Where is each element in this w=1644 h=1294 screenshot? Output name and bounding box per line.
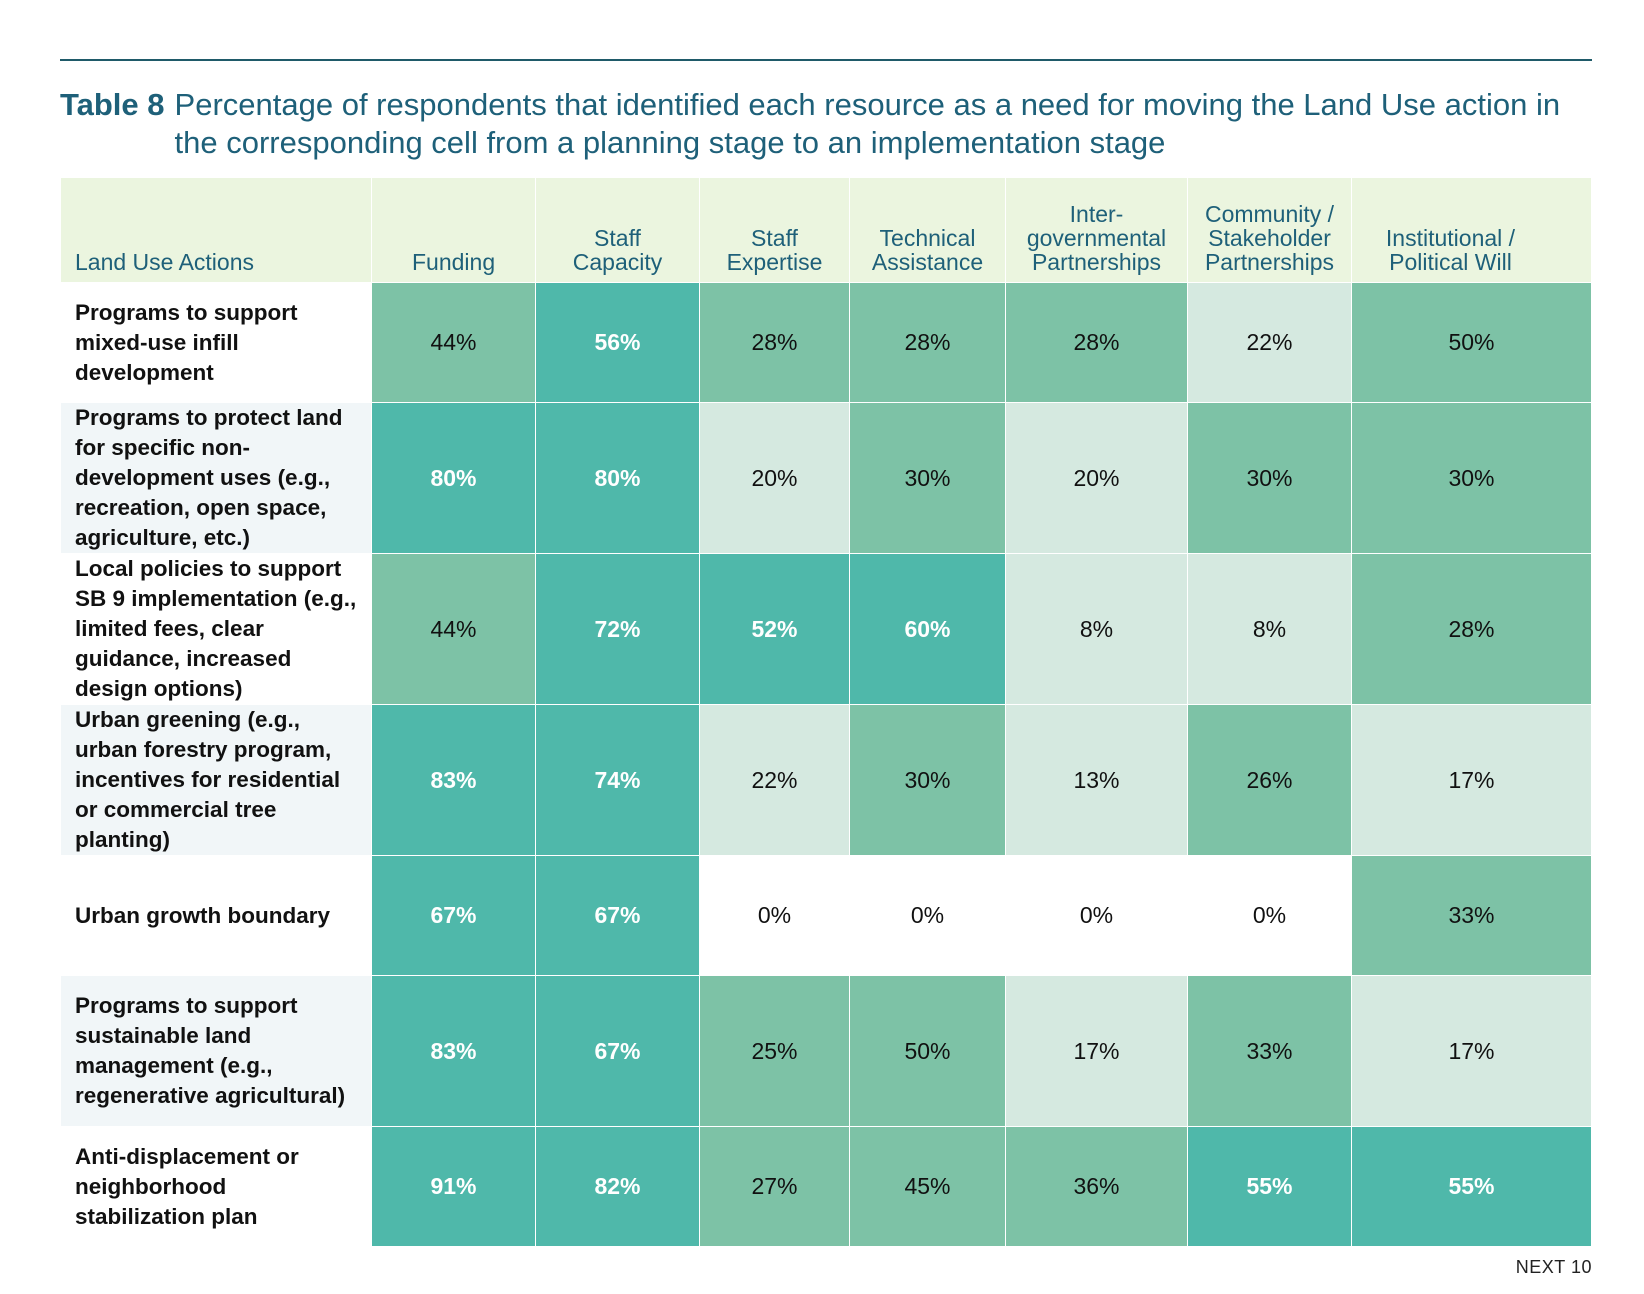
column-header-intergovernmental-partnerships: Inter-governmental Partnerships bbox=[1005, 177, 1188, 283]
table-cell: 28% bbox=[1005, 282, 1188, 403]
table-cell: 72% bbox=[535, 553, 700, 705]
table-cell: 83% bbox=[371, 704, 536, 856]
table-row: Programs to protect land for specific no… bbox=[60, 402, 1592, 554]
table-cell: 22% bbox=[1187, 282, 1352, 403]
table-cell: 91% bbox=[371, 1126, 536, 1247]
table-cell: 30% bbox=[849, 704, 1006, 856]
table-cell: 17% bbox=[1005, 975, 1188, 1127]
table-cell: 55% bbox=[1187, 1126, 1352, 1247]
table-cell: 28% bbox=[699, 282, 850, 403]
publisher-page-note: NEXT 10 bbox=[1515, 1257, 1592, 1277]
table-cell: 8% bbox=[1187, 553, 1352, 705]
table-cell: 80% bbox=[535, 402, 700, 554]
table-cell: 50% bbox=[1351, 282, 1592, 403]
table-row: Programs to support sustainable land man… bbox=[60, 975, 1592, 1127]
table-caption: Table 8 Percentage of respondents that i… bbox=[60, 86, 1590, 162]
table-cell: 26% bbox=[1187, 704, 1352, 856]
table-cell: 56% bbox=[535, 282, 700, 403]
table-cell: 30% bbox=[1187, 402, 1352, 554]
table-cell: 55% bbox=[1351, 1126, 1592, 1247]
table-cell: 20% bbox=[1005, 402, 1188, 554]
table-cell: 82% bbox=[535, 1126, 700, 1247]
column-header-community-stakeholder-partnerships: Community / Stakeholder Partnerships bbox=[1187, 177, 1352, 283]
table-cell: 33% bbox=[1187, 975, 1352, 1127]
table-cell: 50% bbox=[849, 975, 1006, 1127]
row-label: Anti-displacement or neighborhood stabil… bbox=[60, 1126, 372, 1247]
table-cell: 60% bbox=[849, 553, 1006, 705]
table-cell: 80% bbox=[371, 402, 536, 554]
table-cell: 17% bbox=[1351, 975, 1592, 1127]
table-cell: 28% bbox=[849, 282, 1006, 403]
table-row: Anti-displacement or neighborhood stabil… bbox=[60, 1126, 1592, 1247]
column-header-staff-expertise: Staff Expertise bbox=[699, 177, 850, 283]
table-cell: 45% bbox=[849, 1126, 1006, 1247]
column-header-land-use-actions: Land Use Actions bbox=[60, 177, 372, 283]
table-cell: 74% bbox=[535, 704, 700, 856]
table-title: Percentage of respondents that identifie… bbox=[174, 87, 1561, 160]
table-cell: 22% bbox=[699, 704, 850, 856]
header-row: Land Use Actions Funding Staff Capacity … bbox=[60, 177, 1592, 283]
table-cell: 83% bbox=[371, 975, 536, 1127]
table-cell: 30% bbox=[1351, 402, 1592, 554]
table-row: Urban growth boundary 67% 67% 0% 0% 0% 0… bbox=[60, 855, 1592, 976]
table-cell: 25% bbox=[699, 975, 850, 1127]
table-cell: 0% bbox=[699, 855, 850, 976]
column-header-funding: Funding bbox=[371, 177, 536, 283]
table-cell: 67% bbox=[535, 855, 700, 976]
column-header-staff-capacity: Staff Capacity bbox=[535, 177, 700, 283]
row-label: Programs to protect land for specific no… bbox=[60, 402, 372, 554]
row-label: Local policies to support SB 9 implement… bbox=[60, 553, 372, 705]
table-cell: 67% bbox=[535, 975, 700, 1127]
table-cell: 52% bbox=[699, 553, 850, 705]
row-label: Urban growth boundary bbox=[60, 855, 372, 976]
table-cell: 36% bbox=[1005, 1126, 1188, 1247]
table-cell: 30% bbox=[849, 402, 1006, 554]
row-label: Programs to support sustainable land man… bbox=[60, 975, 372, 1127]
table-cell: 13% bbox=[1005, 704, 1188, 856]
table-cell: 8% bbox=[1005, 553, 1188, 705]
table-cell: 27% bbox=[699, 1126, 850, 1247]
table-row: Urban greening (e.g., urban forestry pro… bbox=[60, 704, 1592, 856]
column-header-institutional-political-will: Institutional / Political Will bbox=[1351, 177, 1592, 283]
top-rule bbox=[60, 59, 1592, 61]
row-label: Urban greening (e.g., urban forestry pro… bbox=[60, 704, 372, 856]
table-row: Programs to support mixed-use infill dev… bbox=[60, 282, 1592, 403]
table-cell: 0% bbox=[849, 855, 1006, 976]
table-label: Table 8 bbox=[60, 87, 165, 122]
table-cell: 20% bbox=[699, 402, 850, 554]
resource-needs-table: Land Use Actions Funding Staff Capacity … bbox=[60, 177, 1592, 1247]
table-cell: 44% bbox=[371, 282, 536, 403]
table-cell: 44% bbox=[371, 553, 536, 705]
table-cell: 17% bbox=[1351, 704, 1592, 856]
row-label: Programs to support mixed-use infill dev… bbox=[60, 282, 372, 403]
table-cell: 28% bbox=[1351, 553, 1592, 705]
table-cell: 0% bbox=[1005, 855, 1188, 976]
table-cell: 0% bbox=[1187, 855, 1352, 976]
table-cell: 33% bbox=[1351, 855, 1592, 976]
table-row: Local policies to support SB 9 implement… bbox=[60, 553, 1592, 705]
column-header-technical-assistance: Technical Assistance bbox=[849, 177, 1006, 283]
table-cell: 67% bbox=[371, 855, 536, 976]
